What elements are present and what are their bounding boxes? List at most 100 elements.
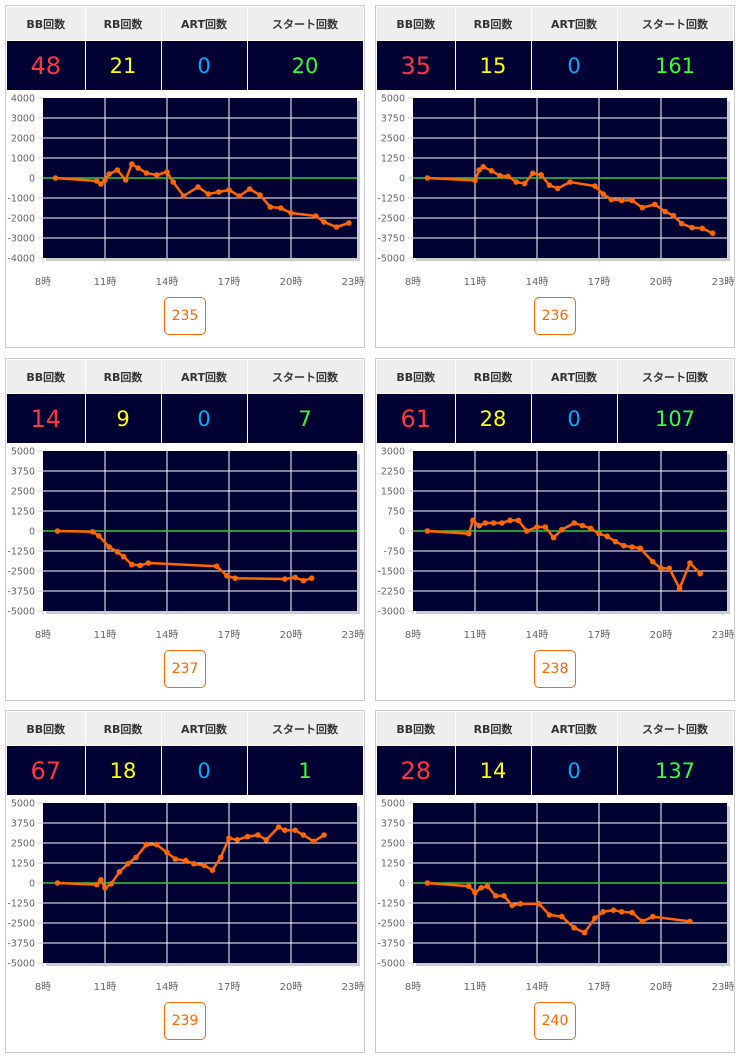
y-tick-label: 2250 xyxy=(381,467,405,478)
x-tick-label: 14時 xyxy=(156,629,179,641)
header-start: スタート回数 xyxy=(247,360,364,394)
data-point xyxy=(114,549,121,555)
data-point xyxy=(592,915,598,921)
data-point xyxy=(678,220,685,227)
x-tick-label: 23時 xyxy=(712,981,734,993)
data-point xyxy=(195,184,201,190)
data-point xyxy=(300,577,307,584)
header-art: ART回数 xyxy=(531,712,618,746)
y-tick-label: -4000 xyxy=(7,254,35,265)
value-start: 1 xyxy=(247,745,364,795)
data-point xyxy=(550,534,557,541)
x-tick-label: 20時 xyxy=(650,276,673,288)
data-point xyxy=(153,172,160,178)
data-point xyxy=(145,560,152,566)
header-rb: RB回数 xyxy=(455,7,532,41)
data-point xyxy=(697,570,704,577)
data-point xyxy=(490,520,497,526)
value-start: 20 xyxy=(247,40,364,90)
data-point xyxy=(129,561,135,568)
data-point xyxy=(579,522,586,529)
y-tick-label: 1250 xyxy=(381,859,405,870)
x-tick-label: 8時 xyxy=(35,276,51,288)
data-point xyxy=(604,533,611,540)
value-bb: 61 xyxy=(377,393,456,443)
machine-panel: BB回数 RB回数 ART回数 スタート回数 48 21 0 20 235 8時 11時 14時 17時… xyxy=(5,5,365,348)
data-point xyxy=(676,585,683,592)
data-point xyxy=(523,528,530,534)
data-point xyxy=(124,861,131,867)
data-point xyxy=(54,880,61,886)
machine-number-button[interactable]: 238 xyxy=(534,650,576,688)
data-point xyxy=(98,877,104,883)
stats-table: BB回数 RB回数 ART回数 スタート回数 35 15 0 161 xyxy=(377,7,734,90)
data-point xyxy=(108,881,114,887)
x-tick-label: 14時 xyxy=(526,981,549,993)
header-art: ART回数 xyxy=(161,712,248,746)
data-point xyxy=(501,893,507,899)
header-rb: RB回数 xyxy=(455,360,532,394)
data-point xyxy=(484,883,491,889)
y-tick-label: -2500 xyxy=(377,919,405,930)
data-point xyxy=(308,575,315,581)
x-tick-label: 8時 xyxy=(35,629,51,641)
machine-number-button[interactable]: 236 xyxy=(534,297,576,335)
data-point xyxy=(546,182,553,188)
data-point xyxy=(226,187,232,193)
y-tick-label: 2500 xyxy=(11,487,35,498)
data-point xyxy=(513,179,520,185)
data-point xyxy=(534,524,540,530)
machine-panel: BB回数 RB回数 ART回数 スタート回数 67 18 0 1 239 8時 11時 14時 17時 2… xyxy=(5,710,365,1053)
data-point xyxy=(637,545,644,552)
machine-number-button[interactable]: 235 xyxy=(164,297,206,335)
data-point xyxy=(116,869,123,875)
stats-table: BB回数 RB回数 ART回数 スタート回数 28 14 0 137 xyxy=(377,712,734,795)
data-point xyxy=(89,529,96,535)
x-tick-label: 17時 xyxy=(588,629,611,641)
header-bb: BB回数 xyxy=(7,712,86,746)
x-tick-label: 14時 xyxy=(156,981,179,993)
data-point xyxy=(321,219,327,225)
y-tick-label: -1250 xyxy=(377,194,405,205)
value-bb: 28 xyxy=(377,745,456,795)
x-tick-label: 17時 xyxy=(218,629,241,641)
data-point xyxy=(687,560,693,566)
x-tick-label: 23時 xyxy=(712,629,734,641)
data-point xyxy=(567,179,573,185)
data-point xyxy=(267,204,274,210)
y-tick-label: 1500 xyxy=(381,487,405,498)
header-start: スタート回数 xyxy=(617,360,734,394)
data-point xyxy=(96,533,102,539)
data-point xyxy=(226,835,232,841)
data-point xyxy=(114,167,121,173)
y-tick-label: 1250 xyxy=(11,507,35,518)
y-tick-label: 2500 xyxy=(381,839,405,850)
value-start: 161 xyxy=(617,40,734,90)
header-rb: RB回数 xyxy=(85,712,162,746)
machine-number-button[interactable]: 239 xyxy=(164,1002,206,1040)
y-tick-label: 0 xyxy=(399,527,405,538)
data-point xyxy=(662,208,668,215)
data-point xyxy=(234,837,241,843)
value-start: 7 xyxy=(247,393,364,443)
machine-number-button[interactable]: 237 xyxy=(164,650,206,688)
x-tick-label: 11時 xyxy=(464,629,487,641)
value-bb: 35 xyxy=(377,40,456,90)
y-tick-label: 2500 xyxy=(11,839,35,850)
y-tick-label: 4000 xyxy=(11,94,35,105)
data-point xyxy=(608,196,615,203)
machine-number-button[interactable]: 240 xyxy=(534,1002,576,1040)
data-point xyxy=(172,856,179,862)
data-point xyxy=(542,524,549,530)
data-point xyxy=(649,913,656,920)
y-tick-label: -2500 xyxy=(7,567,35,578)
chart: 8時 11時 14時 17時 20時 23時 5000 3750 2500 1250 0 -1250 -… xyxy=(377,94,734,289)
data-point xyxy=(93,881,100,888)
y-tick-label: 3750 xyxy=(11,467,35,478)
y-tick-label: -1250 xyxy=(7,899,35,910)
y-tick-label: -750 xyxy=(383,547,405,558)
data-point xyxy=(517,901,524,907)
data-point xyxy=(215,189,222,195)
data-point xyxy=(313,213,319,219)
machine-panel: BB回数 RB回数 ART回数 スタート回数 61 28 0 107 238 8時 11時 14時 17… xyxy=(375,358,735,701)
